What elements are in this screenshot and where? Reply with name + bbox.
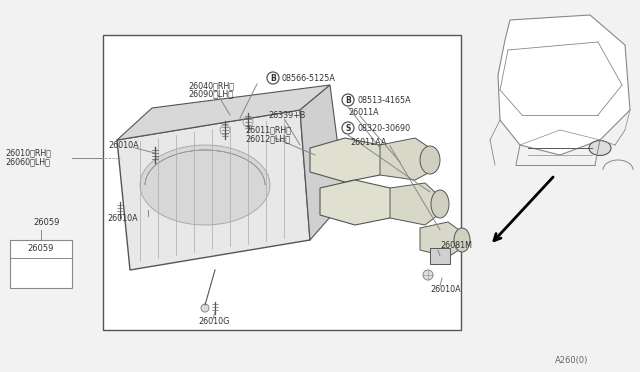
- Polygon shape: [117, 85, 330, 140]
- Circle shape: [342, 122, 354, 134]
- Ellipse shape: [454, 228, 470, 252]
- Text: A260(0): A260(0): [555, 356, 588, 365]
- Ellipse shape: [140, 145, 270, 225]
- Text: B: B: [345, 96, 351, 105]
- Polygon shape: [498, 15, 630, 155]
- Polygon shape: [420, 222, 462, 257]
- Text: 26011AA: 26011AA: [350, 138, 387, 147]
- Polygon shape: [390, 183, 438, 225]
- Text: 26040〈RH〉: 26040〈RH〉: [188, 81, 234, 90]
- Circle shape: [201, 304, 209, 312]
- Polygon shape: [380, 138, 430, 180]
- Ellipse shape: [420, 146, 440, 174]
- Text: 26059: 26059: [33, 218, 60, 227]
- Text: 26059: 26059: [28, 244, 54, 253]
- Polygon shape: [300, 85, 345, 240]
- Circle shape: [267, 72, 279, 84]
- Ellipse shape: [589, 141, 611, 155]
- Text: 26010A: 26010A: [430, 285, 461, 295]
- Ellipse shape: [431, 190, 449, 218]
- Text: 26081M: 26081M: [440, 241, 472, 250]
- Text: 26010A: 26010A: [108, 141, 139, 150]
- Text: 26012〈LH〉: 26012〈LH〉: [245, 135, 290, 144]
- Text: 26010〈RH〉: 26010〈RH〉: [5, 148, 51, 157]
- Bar: [430, 248, 450, 264]
- Text: 26090〈LH〉: 26090〈LH〉: [188, 90, 233, 99]
- Text: 26339+B: 26339+B: [268, 110, 305, 119]
- Text: 26060〈LH〉: 26060〈LH〉: [5, 157, 50, 167]
- Text: 08513-4165A: 08513-4165A: [357, 96, 411, 105]
- Circle shape: [423, 270, 433, 280]
- Text: 26011〈RH〉: 26011〈RH〉: [245, 125, 291, 135]
- Text: 26011A: 26011A: [348, 108, 379, 116]
- Text: S: S: [346, 124, 351, 132]
- Polygon shape: [117, 110, 310, 270]
- Polygon shape: [320, 180, 400, 225]
- Circle shape: [342, 94, 354, 106]
- Text: B: B: [270, 74, 276, 83]
- Bar: [103, 35, 461, 330]
- Polygon shape: [310, 138, 390, 182]
- Bar: [10, 240, 72, 288]
- Text: 26010G: 26010G: [198, 317, 229, 327]
- Text: 08566-5125A: 08566-5125A: [282, 74, 336, 83]
- Text: 08320-30690: 08320-30690: [357, 124, 410, 132]
- Text: 26010A: 26010A: [107, 214, 138, 222]
